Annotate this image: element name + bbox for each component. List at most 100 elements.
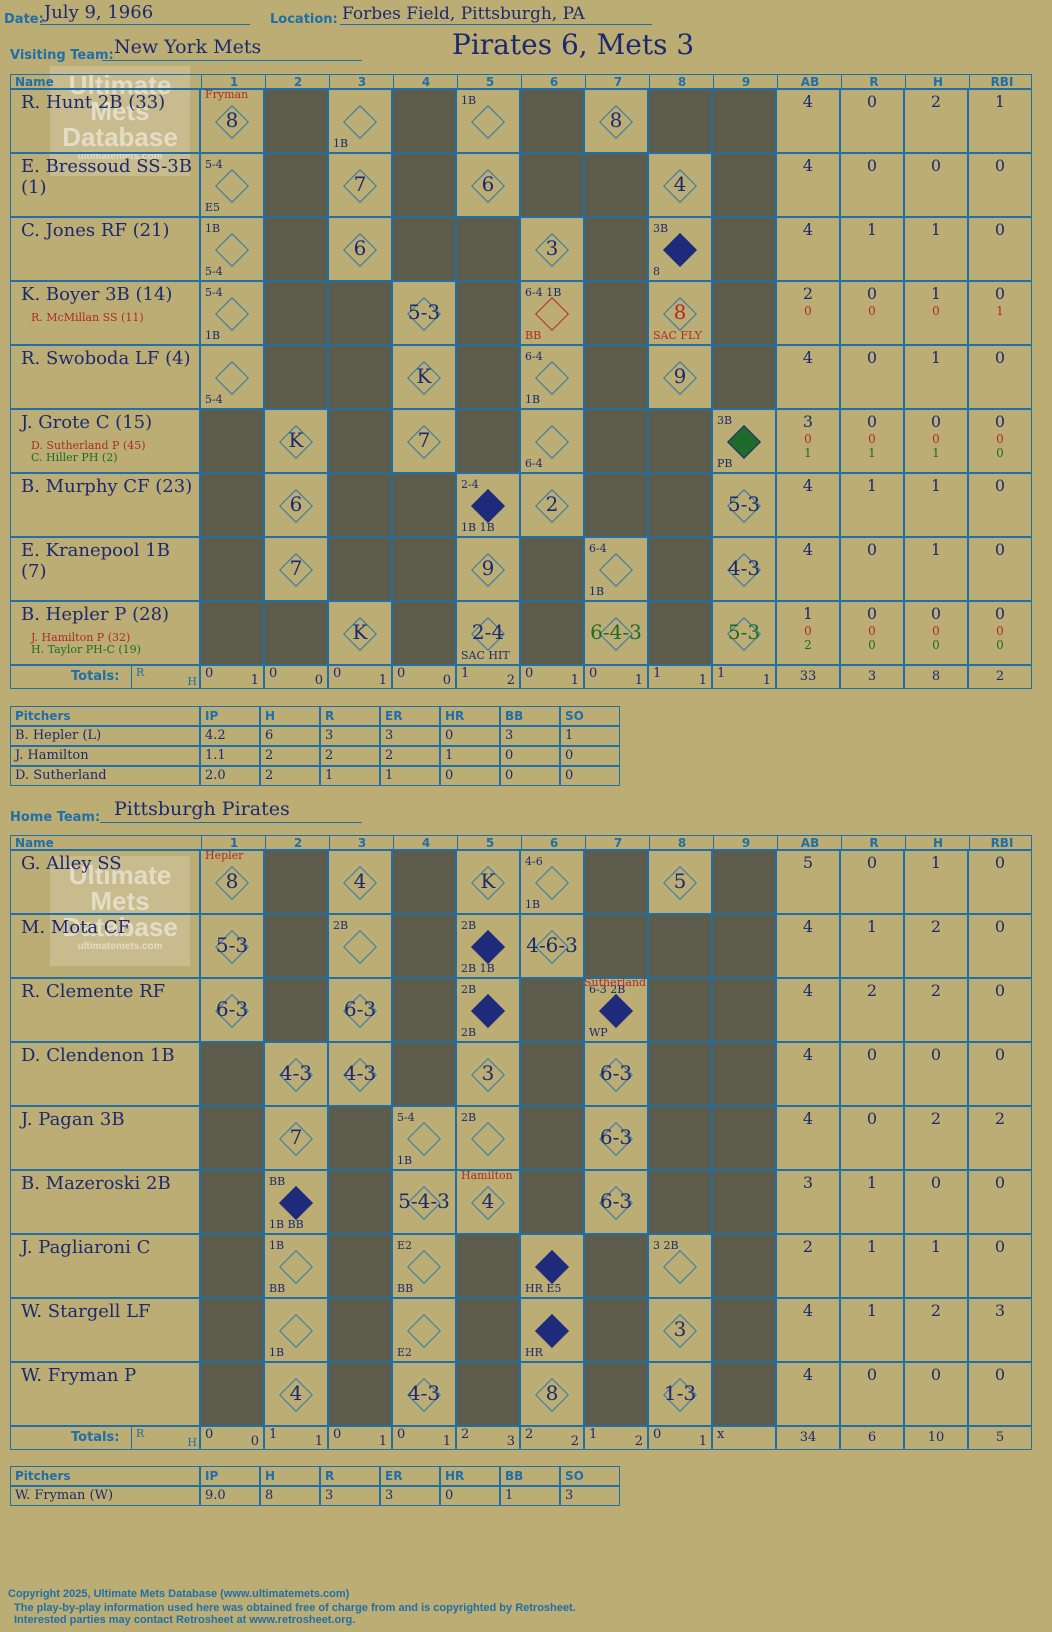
batting-stat-cell: 0 xyxy=(904,153,968,217)
batting-stat: 1 xyxy=(930,1237,942,1256)
pitcher-stat: 1 xyxy=(440,746,500,766)
batter-name: R. Swoboda LF (4) xyxy=(21,348,191,369)
at-bat-cell: 3B PB xyxy=(712,409,776,473)
at-bat-cell: 1B 5-4 xyxy=(200,217,264,281)
base-diamond-icon xyxy=(535,1250,569,1284)
batter-name: C. Jones RF (21) xyxy=(21,220,170,241)
substitute-stat: 0 xyxy=(996,638,1004,652)
play-result: 8 xyxy=(225,869,239,893)
column-header-inning: 1 xyxy=(201,75,266,90)
batting-stat-cell: 0 xyxy=(968,1362,1032,1426)
batting-stat-cell: 2 xyxy=(904,89,968,153)
home-underline xyxy=(100,822,362,823)
base-diamond-icon xyxy=(407,1250,441,1284)
watermark-line2-home: Mets xyxy=(90,886,150,916)
batting-stat: 0 xyxy=(866,284,878,303)
pitcher-col-header: SO xyxy=(560,706,620,726)
location-label: Location: xyxy=(270,12,338,27)
column-header-inning: 3 xyxy=(329,836,394,851)
base-note: 3B xyxy=(653,222,669,235)
play-result: 3 xyxy=(481,1061,495,1085)
inning-runs: 1 xyxy=(589,1427,598,1442)
base-note: 6-4 xyxy=(525,457,543,470)
batting-stat: 3 xyxy=(802,1173,814,1192)
batting-stat-cell: 1 xyxy=(840,914,904,978)
batting-stat: 1 xyxy=(930,284,942,303)
batting-stat-cell: 0 xyxy=(840,1362,904,1426)
pitcher-col-header: ER xyxy=(380,1466,440,1486)
at-bat-cell xyxy=(328,409,392,473)
batter-name-cell: B. Mazeroski 2B xyxy=(10,1170,200,1234)
play-result: 6 xyxy=(289,492,303,516)
at-bat-cell xyxy=(712,281,776,345)
base-note: 6-3 2B xyxy=(589,983,626,996)
totals-row: Totals: R H 0 0 1 1 0 1 0 1 2 3 2 2 1 2 0 1 x 34 6 10 5 xyxy=(10,1426,1032,1450)
at-bat-cell: K xyxy=(456,850,520,914)
total-ab-cell: 33 xyxy=(776,665,840,689)
batter-name-cell: E. Bressoud SS-3B (1) xyxy=(10,153,200,217)
pitcher-name: W. Fryman (W) xyxy=(10,1486,200,1506)
play-result: K xyxy=(352,620,368,644)
column-header-r: R xyxy=(841,75,906,90)
at-bat-cell xyxy=(712,153,776,217)
at-bat-cell xyxy=(200,1362,264,1426)
at-bat-cell xyxy=(264,601,328,665)
inning-runs: 0 xyxy=(205,666,214,681)
pitcher-stat: 3 xyxy=(560,1486,620,1506)
batting-stat-cell: 2 xyxy=(904,978,968,1042)
at-bat-cell xyxy=(584,281,648,345)
pitcher-col-header: IP xyxy=(200,706,260,726)
substitute-stat: 0 xyxy=(932,624,940,638)
batting-stat-cell: 1 xyxy=(904,850,968,914)
pitcher-name: J. Hamilton xyxy=(10,746,200,766)
batting-stat-cell: 4 xyxy=(776,914,840,978)
at-bat-cell xyxy=(712,914,776,978)
inning-hits: 1 xyxy=(570,673,579,688)
at-bat-cell: 3 xyxy=(648,1298,712,1362)
batting-stat-cell: 1 xyxy=(904,1234,968,1298)
base-note: 5-4 xyxy=(205,286,223,299)
inning-hits: 1 xyxy=(634,673,643,688)
at-bat-cell xyxy=(264,153,328,217)
play-result: 8 xyxy=(673,300,687,324)
substitute-stat: 0 xyxy=(932,304,940,318)
at-bat-cell: 8 xyxy=(584,89,648,153)
column-header-row: Name 1 2 3 4 5 6 7 8 9 AB R H RBI xyxy=(10,835,1032,851)
column-header-inning: 9 xyxy=(713,75,778,90)
at-bat-cell xyxy=(456,345,520,409)
pitcher-stat: 2 xyxy=(260,746,320,766)
batting-stat-cell: 4 xyxy=(776,1362,840,1426)
inning-hits: 0 xyxy=(442,673,451,688)
base-note: 1B xyxy=(269,1239,285,1252)
base-note: 4-6 xyxy=(525,855,543,868)
batting-stat: 1 xyxy=(866,1301,878,1320)
base-note: 5-4 xyxy=(205,265,223,278)
base-note: 8 xyxy=(653,265,660,278)
at-bat-cell xyxy=(648,537,712,601)
pitcher-col-header: HR xyxy=(440,706,500,726)
batting-stat-cell: 2 xyxy=(904,1106,968,1170)
play-result: 8 xyxy=(545,1381,559,1405)
batting-stat: 4 xyxy=(802,1301,814,1320)
batter-name: R. Clemente RF xyxy=(21,981,166,1002)
batting-stat: 2 xyxy=(930,981,942,1000)
batter-name: J. Pagan 3B xyxy=(21,1109,125,1130)
base-note: 2B xyxy=(461,983,477,996)
visitors-scorecard: Name 1 2 3 4 5 6 7 8 9 AB R H RBI R. Hunt 2B (33) 8 Frym… xyxy=(10,74,1032,692)
play-result: 4 xyxy=(289,1381,303,1405)
batting-stat-cell: 2 xyxy=(840,978,904,1042)
at-bat-cell xyxy=(392,153,456,217)
batting-stat: 2 xyxy=(866,981,878,1000)
at-bat-cell: HR xyxy=(520,1298,584,1362)
at-bat-cell: 6-4 1B BB xyxy=(520,281,584,345)
inning-hits: 1 xyxy=(442,1434,451,1449)
batting-stat: 1 xyxy=(930,540,942,559)
at-bat-cell xyxy=(520,153,584,217)
base-diamond-icon xyxy=(215,233,249,267)
inning-runs: 0 xyxy=(333,1427,342,1442)
at-bat-cell: 8 Fryman xyxy=(200,88,264,153)
